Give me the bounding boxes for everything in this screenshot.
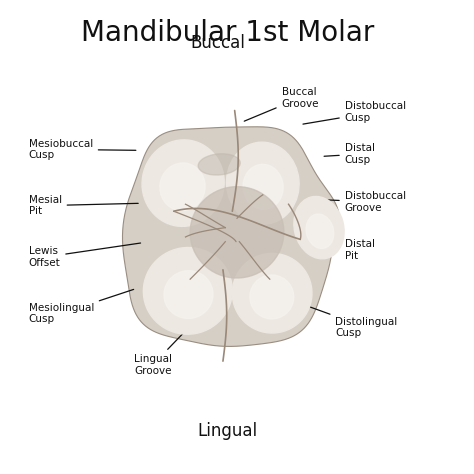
Text: Distobuccal
Groove: Distobuccal Groove: [319, 191, 406, 213]
Ellipse shape: [198, 154, 240, 175]
Text: Distolingual
Cusp: Distolingual Cusp: [301, 303, 398, 338]
Text: Distobuccal
Cusp: Distobuccal Cusp: [303, 101, 406, 124]
Ellipse shape: [294, 196, 344, 259]
Text: Distal
Cusp: Distal Cusp: [324, 143, 375, 165]
Polygon shape: [122, 127, 339, 346]
Ellipse shape: [142, 140, 224, 227]
Ellipse shape: [164, 271, 213, 319]
Text: Mandibular 1st Molar: Mandibular 1st Molar: [81, 19, 374, 47]
Ellipse shape: [232, 254, 312, 333]
Text: Mesiobuccal
Cusp: Mesiobuccal Cusp: [28, 138, 136, 160]
Text: Lingual: Lingual: [198, 422, 258, 440]
Ellipse shape: [250, 275, 294, 319]
Ellipse shape: [227, 142, 299, 224]
Text: Distal
Pit: Distal Pit: [315, 238, 375, 261]
Ellipse shape: [306, 214, 334, 248]
Text: Lewis
Offset: Lewis Offset: [28, 243, 141, 268]
Text: Mesial
Pit: Mesial Pit: [28, 195, 138, 217]
Ellipse shape: [160, 163, 205, 210]
Text: Buccal
Groove: Buccal Groove: [244, 87, 319, 121]
Text: Lingual
Groove: Lingual Groove: [134, 328, 188, 376]
Ellipse shape: [190, 187, 284, 278]
Ellipse shape: [243, 164, 283, 210]
Text: Buccal: Buccal: [191, 34, 246, 52]
Text: Mesiolingual
Cusp: Mesiolingual Cusp: [28, 290, 134, 324]
Ellipse shape: [143, 247, 232, 334]
